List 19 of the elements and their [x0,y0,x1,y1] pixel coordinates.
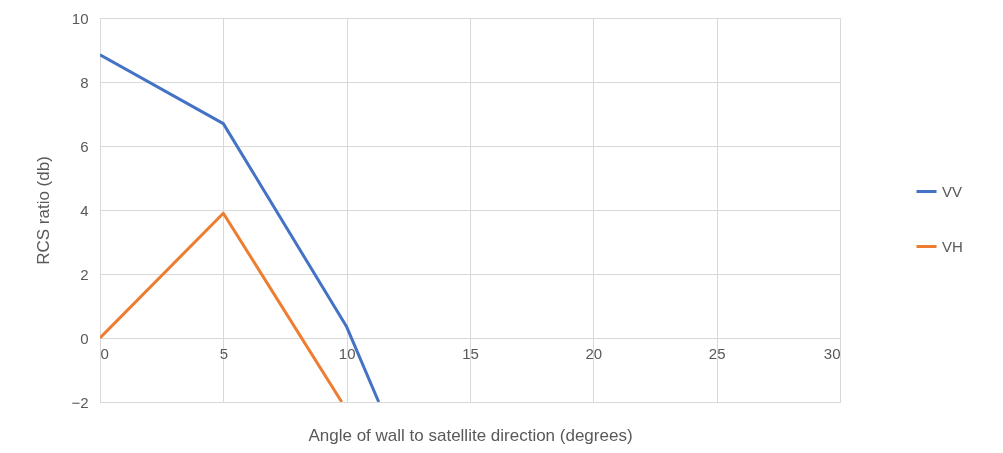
y-tick-label: 6 [80,137,89,155]
y-axis-title: RCS ratio (db) [34,156,54,265]
x-tick-label: 25 [708,344,726,362]
line-series [100,53,381,402]
legend-label: VH [942,237,963,255]
y-tick-label: 8 [80,73,89,91]
x-tick-label: 5 [219,344,229,362]
x-tick-label: 10 [338,344,356,362]
x-tick-label: 30 [823,344,841,362]
y-tick-label: 10 [71,9,89,27]
legend-label: VV [942,182,963,200]
x-tick-label: 0 [100,344,109,362]
x-tick-label: 15 [462,344,479,362]
x-axis-title: Angle of wall to satellite direction (degrees) [308,425,633,445]
y-tick-label: 2 [80,265,89,283]
y-tick-label: 0 [80,329,89,347]
y-tick-label: 4 [80,201,89,219]
x-tick-label: 20 [585,344,603,362]
y-tick-label: −2 [71,393,89,411]
